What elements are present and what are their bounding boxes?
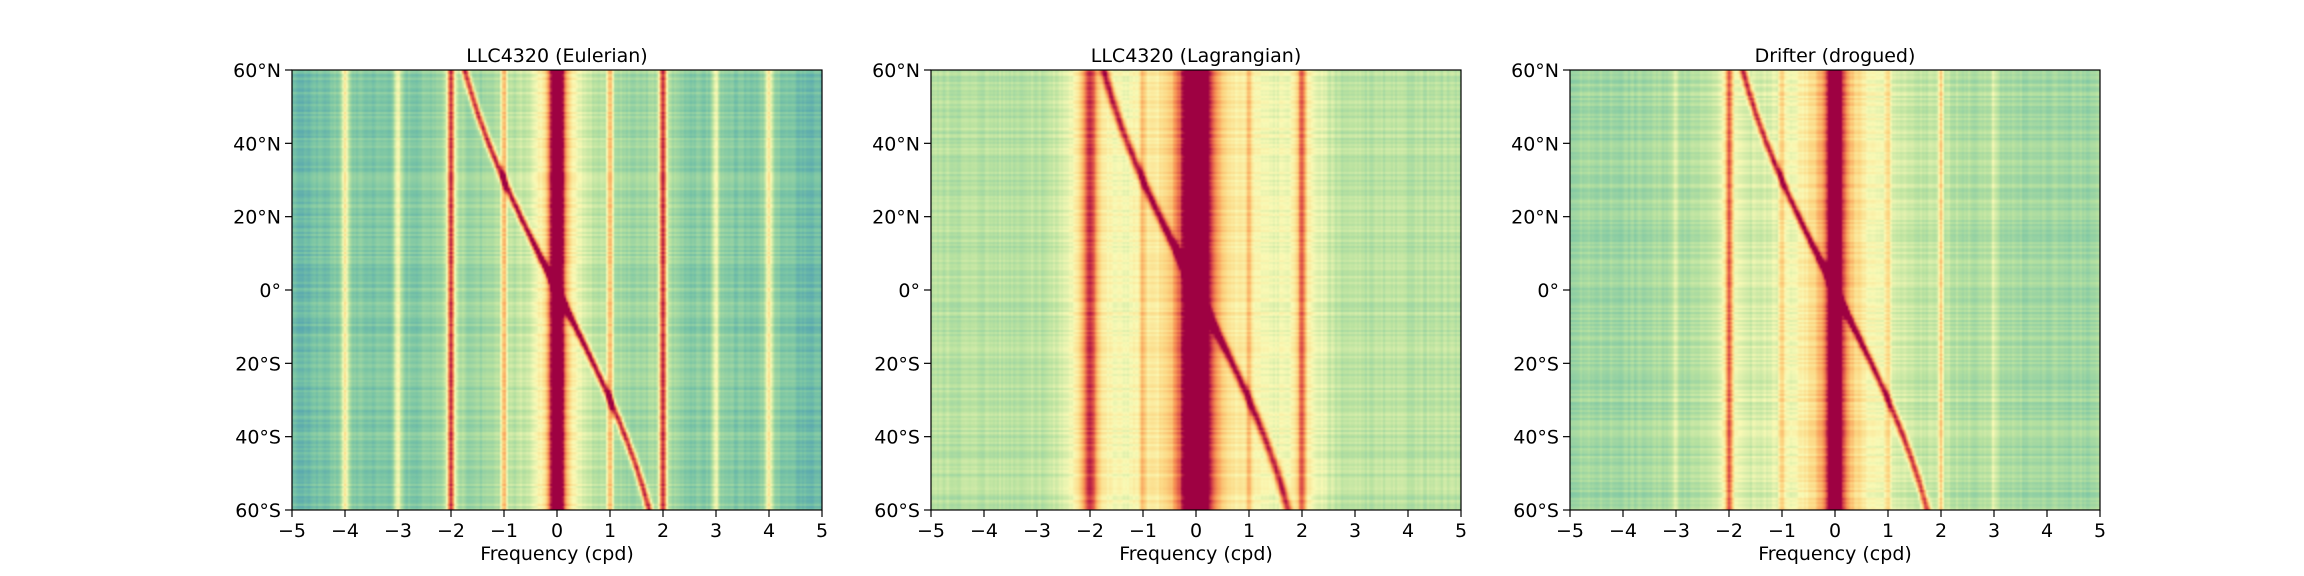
x-tick-label: 3: [710, 520, 722, 542]
y-tick-label: 60°S: [235, 500, 281, 522]
y-tick-label: 40°N: [872, 133, 920, 155]
y-tick-label: 20°S: [235, 353, 281, 375]
heatmap-image: [1570, 70, 2100, 510]
x-tick-label: −5: [1556, 520, 1584, 542]
x-tick-label: −1: [1768, 520, 1796, 542]
y-tick-label: 60°N: [1511, 60, 1559, 82]
y-tick-label: 20°S: [874, 353, 920, 375]
x-tick-label: −2: [1715, 520, 1743, 542]
x-tick-label: 1: [604, 520, 616, 542]
x-tick-label: 0: [551, 520, 563, 542]
x-tick-label: 2: [657, 520, 669, 542]
x-tick-label: −5: [917, 520, 945, 542]
x-tick-label: 4: [1402, 520, 1414, 542]
heatmap-image: [931, 70, 1461, 510]
x-tick-label: −2: [437, 520, 465, 542]
panel-title: LLC4320 (Eulerian): [466, 45, 647, 67]
y-tick-label: 20°S: [1513, 353, 1559, 375]
y-tick-label: 0°: [898, 280, 920, 302]
x-tick-label: 5: [2094, 520, 2106, 542]
x-ticks: −5 −4 −3 −2 −1 0 1 2 3 4 5: [278, 510, 828, 542]
x-tick-label: 3: [1988, 520, 2000, 542]
x-tick-label: 5: [816, 520, 828, 542]
y-tick-label: 20°N: [872, 207, 920, 229]
x-tick-label: −3: [1023, 520, 1051, 542]
x-ticks: −5 −4 −3 −2 −1 0 1 2 3 4 5: [917, 510, 1467, 542]
x-tick-label: 0: [1829, 520, 1841, 542]
x-tick-label: −2: [1076, 520, 1104, 542]
x-ticks: −5 −4 −3 −2 −1 0 1 2 3 4 5: [1556, 510, 2106, 542]
panel-title: Drifter (drogued): [1755, 45, 1916, 67]
x-tick-label: −5: [278, 520, 306, 542]
y-tick-label: 60°N: [872, 60, 920, 82]
x-tick-label: −4: [1609, 520, 1637, 542]
panel-title: LLC4320 (Lagrangian): [1091, 45, 1301, 67]
y-tick-label: 40°S: [874, 427, 920, 449]
x-tick-label: 4: [2041, 520, 2053, 542]
y-ticks: 60°N 40°N 20°N 0° 20°S 40°S 60°S: [872, 60, 931, 522]
panel-drifter: −5 −4 −3 −2 −1 0 1 2 3 4 5 60°N40°N20°N0°20°S40°S6…: [1511, 45, 2106, 565]
y-tick-label: 60°S: [1513, 500, 1559, 522]
x-tick-label: 5: [1455, 520, 1467, 542]
y-tick-label: 40°N: [1511, 133, 1559, 155]
y-tick-label: 60°N: [233, 60, 281, 82]
y-ticks: 60°N 40°N 20°N 0° 20°S 40°S 60°S: [233, 60, 292, 522]
y-tick-label: 0°: [259, 280, 281, 302]
x-axis-label: Frequency (cpd): [1758, 543, 1912, 565]
x-tick-label: 0: [1190, 520, 1202, 542]
y-tick-label: 40°S: [235, 427, 281, 449]
x-tick-label: 2: [1935, 520, 1947, 542]
x-tick-label: −4: [970, 520, 998, 542]
x-tick-label: 4: [763, 520, 775, 542]
y-tick-label: 60°S: [874, 500, 920, 522]
y-tick-label: 20°N: [233, 207, 281, 229]
x-tick-label: −3: [384, 520, 412, 542]
x-tick-label: 1: [1882, 520, 1894, 542]
y-tick-label: 40°N: [233, 133, 281, 155]
x-axis-label: Frequency (cpd): [480, 543, 634, 565]
x-tick-label: −1: [1129, 520, 1157, 542]
y-ticks: 60°N 40°N 20°N 0° 20°S 40°S 60°S: [1511, 60, 1570, 522]
panel-lagrangian: −5 −4 −3 −2 −1 0 1 2 3 4 5 60°N40°N20°N0°20°S40°S6…: [872, 45, 1467, 565]
x-tick-label: −4: [331, 520, 359, 542]
panel-eulerian: −5 −4 −3 −2 −1 0 1 2 3 4 5 60°N40°N20°N0°20°S40°S6…: [233, 45, 828, 565]
x-tick-label: 3: [1349, 520, 1361, 542]
heatmap-image: [292, 70, 822, 510]
y-tick-label: 20°N: [1511, 207, 1559, 229]
x-tick-label: −1: [490, 520, 518, 542]
y-tick-label: 0°: [1537, 280, 1559, 302]
x-axis-label: Frequency (cpd): [1119, 543, 1273, 565]
y-tick-label: 40°S: [1513, 427, 1559, 449]
x-tick-label: −3: [1662, 520, 1690, 542]
x-tick-label: 1: [1243, 520, 1255, 542]
x-tick-label: 2: [1296, 520, 1308, 542]
